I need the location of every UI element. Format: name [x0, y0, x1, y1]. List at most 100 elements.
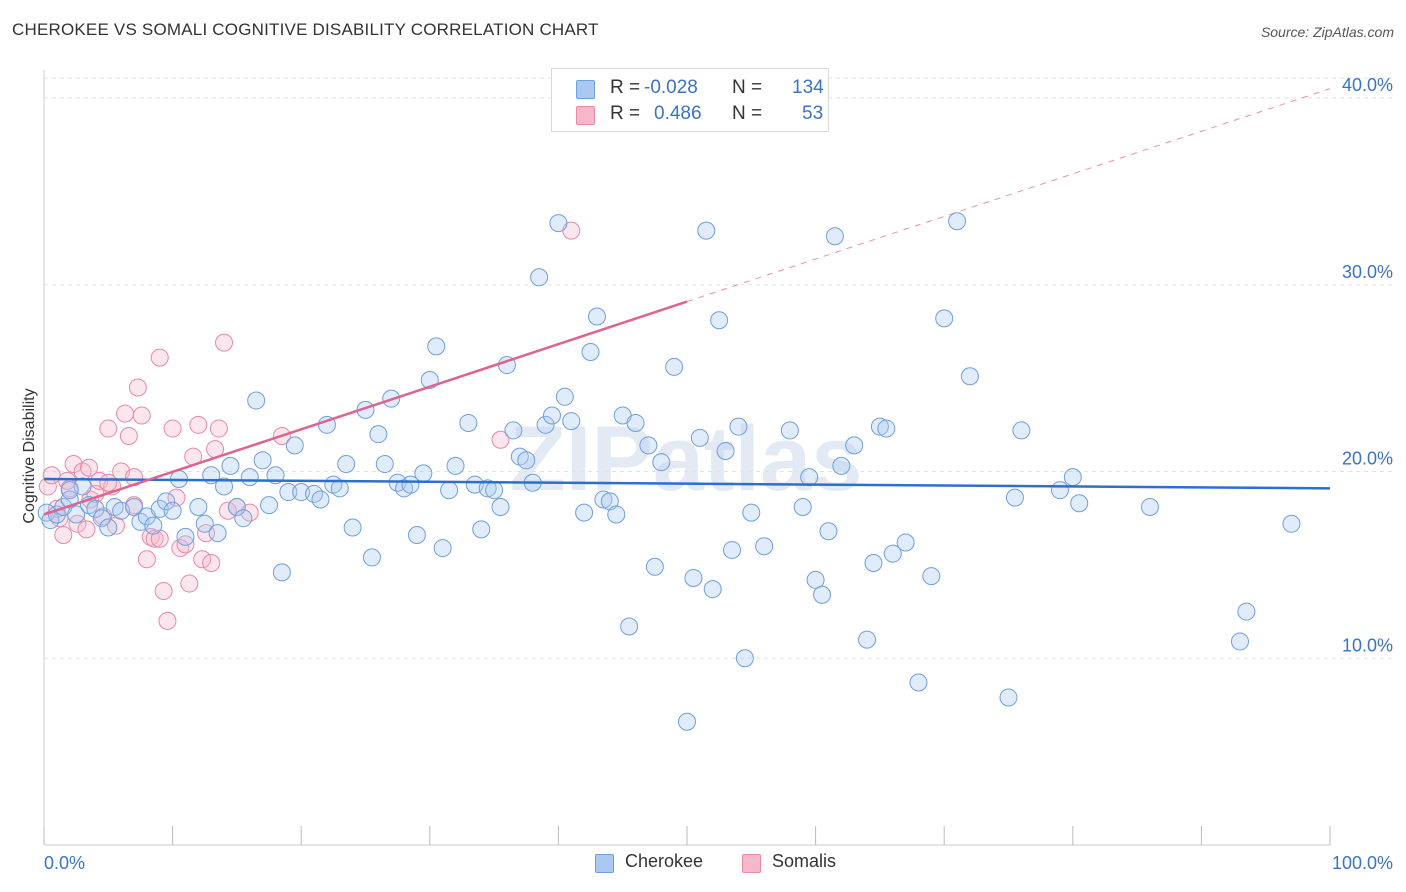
cherokee-point [723, 540, 742, 559]
somali-legend-swatch [742, 854, 761, 873]
cherokee-point [665, 357, 684, 376]
cherokee-points [37, 212, 1301, 731]
cherokee-point [1012, 421, 1031, 440]
cherokee-point [948, 212, 967, 231]
cherokee-point [710, 311, 729, 330]
cherokee-point [485, 481, 504, 500]
somali-swatch [576, 106, 595, 125]
somali-point [80, 458, 99, 477]
cherokee-point [240, 468, 259, 487]
cherokee-point [427, 337, 446, 356]
cherokee-point [47, 505, 66, 524]
somali-point [68, 514, 87, 533]
axes [43, 70, 1331, 846]
cherokee-point [858, 630, 877, 649]
y-tick-label: 30.0% [1342, 262, 1393, 282]
somali-point [154, 582, 173, 601]
somali-point [64, 455, 83, 474]
somali-point [77, 520, 96, 539]
cherokee-point [793, 497, 812, 516]
somali-point [176, 535, 195, 554]
somali-trend-line [43, 300, 688, 516]
cherokee-point [755, 537, 774, 556]
cherokee-point [800, 468, 819, 487]
cherokee-point [330, 479, 349, 498]
chart-title: CHEROKEE VS SOMALI COGNITIVE DISABILITY … [12, 20, 599, 39]
somali-points [38, 221, 581, 630]
cherokee-point [362, 548, 381, 567]
cherokee-point [86, 499, 105, 518]
cherokee-point [195, 514, 214, 533]
cherokee-point [215, 477, 234, 496]
cherokee-point [825, 227, 844, 246]
cherokee-point [620, 617, 639, 636]
cherokee-point [678, 712, 696, 731]
cherokee-trend-line [43, 477, 1331, 490]
somali-point [128, 378, 147, 397]
somali-point [119, 427, 138, 446]
n-label: N = [732, 103, 763, 124]
cherokee-point [253, 451, 272, 470]
cherokee-point [729, 417, 748, 436]
cherokee-point [1063, 468, 1082, 487]
tick-labels: 10.0% 20.0% 30.0% 40.0% 0.0% 100.0% [44, 75, 1393, 873]
cherokee-point [652, 453, 671, 472]
cherokee-point [883, 544, 902, 563]
cherokee-point [716, 441, 735, 460]
cherokee-point [645, 557, 664, 576]
cherokee-point [176, 527, 195, 546]
correlation-legend: R = -0.028 N = 134 R = 0.486 N = 53 [551, 68, 829, 132]
cherokee-point [999, 688, 1018, 707]
cherokee-point [279, 483, 298, 502]
cherokee-swatch [576, 80, 595, 99]
cherokee-point [587, 307, 606, 326]
somali-point [116, 404, 135, 423]
cherokee-point [542, 406, 561, 425]
cherokee-point [530, 268, 549, 287]
cherokee-point [517, 451, 536, 470]
source-label: Source: ZipAtlas.com [1260, 24, 1394, 40]
somali-point [150, 529, 169, 548]
cherokee-point [1237, 602, 1256, 621]
cherokee-point [472, 520, 491, 539]
somali-point [209, 419, 228, 438]
cherokee-point [343, 518, 362, 537]
cherokee-point [260, 496, 279, 515]
cherokee-point [536, 415, 555, 434]
cherokee-point [832, 456, 851, 475]
cherokee-point [922, 567, 941, 586]
trend-lines [43, 88, 1331, 516]
cherokee-point [594, 490, 613, 509]
cherokee-point [1070, 494, 1089, 513]
cherokee-point [581, 342, 600, 361]
cherokee-point [684, 568, 703, 587]
x-tick-label: 100.0% [1332, 853, 1393, 873]
cherokee-point [1140, 497, 1159, 516]
grid-lines [44, 77, 1392, 659]
cherokee-point [433, 539, 452, 558]
cherokee-point [247, 391, 266, 410]
cherokee-point [478, 479, 497, 498]
cherokee-point [845, 436, 864, 455]
somali-n-value: 53 [802, 103, 824, 124]
cherokee-point [221, 456, 240, 475]
cherokee-point [99, 518, 118, 537]
watermark: ZIPatlas [510, 408, 863, 510]
cherokee-n-value: 134 [792, 77, 824, 98]
cherokee-point [189, 497, 208, 516]
somali-legend-label: Somalis [772, 851, 837, 871]
somali-point [158, 611, 177, 630]
cherokee-point [144, 516, 163, 535]
r-label: R = [610, 77, 641, 98]
cherokee-point [639, 436, 658, 455]
cherokee-legend-label: Cherokee [625, 851, 704, 871]
cherokee-point [311, 490, 330, 509]
cherokee-point [375, 455, 394, 474]
cherokee-point [407, 526, 426, 544]
somali-point [218, 501, 237, 520]
cherokee-point [607, 505, 626, 524]
cherokee-point [780, 421, 799, 440]
somali-point [99, 473, 118, 492]
cherokee-point [67, 505, 86, 524]
